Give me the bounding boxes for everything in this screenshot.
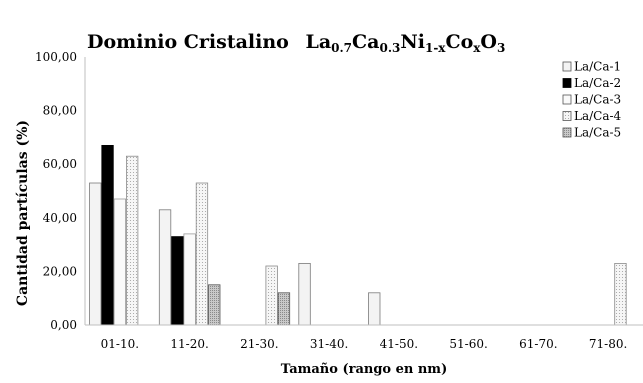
bar <box>265 265 278 326</box>
legend: La/Ca-1 La/Ca-2 La/Ca-3 La/Ca-4 La/Ca-5 <box>562 60 622 140</box>
bar <box>208 284 221 326</box>
bar <box>277 292 291 326</box>
legend-swatch <box>562 127 572 138</box>
bar <box>101 144 114 326</box>
title-formula-part: 1-x <box>425 41 446 55</box>
bar <box>113 198 126 326</box>
title-formula-part: Ca <box>352 31 379 53</box>
y-axis-label: Cantidad partículas (%) <box>15 120 31 306</box>
y-tick-label: 60,00 <box>43 157 77 171</box>
bar <box>614 262 627 326</box>
y-tick-label: 40,00 <box>43 211 77 225</box>
bar <box>298 262 311 326</box>
y-axis-ticks: 0,00 20,00 40,00 60,00 80,00 100,00 <box>35 50 77 332</box>
x-tick-label: 71-80. <box>589 337 627 351</box>
title-formula-part: Co <box>445 31 473 53</box>
x-axis-ticks: 01-10. 11-20. 21-30. 31-40. 41-50. 51-60. 61-7… <box>101 337 628 351</box>
title-formula-part: O <box>480 31 497 53</box>
legend-label: La/Ca-1 <box>574 60 621 74</box>
y-tick-label: 100,00 <box>35 50 77 64</box>
y-tick-label: 0,00 <box>50 318 77 332</box>
chart-title-formula: La0.7Ca0.3Ni1-xCoxO3 <box>305 31 505 55</box>
chart-title: Dominio Cristalino La0.7Ca0.3Ni1-xCoxO3 <box>87 31 505 55</box>
x-tick-label: 01-10. <box>101 337 139 351</box>
bar <box>89 182 102 326</box>
x-tick-label: 21-30. <box>240 337 278 351</box>
bar <box>368 292 381 326</box>
legend-label: La/Ca-5 <box>574 126 621 140</box>
legend-swatch <box>562 94 572 105</box>
x-tick-label: 51-60. <box>449 337 487 351</box>
bar <box>126 155 139 326</box>
x-axis-label: Tamaño (rango en nm) <box>281 362 447 377</box>
title-formula-part: Ni <box>400 31 425 53</box>
bar <box>183 233 196 326</box>
legend-swatch <box>562 111 572 121</box>
legend-label: La/Ca-3 <box>574 93 621 107</box>
title-formula-part: x <box>473 41 481 55</box>
title-formula-part: 3 <box>497 41 505 55</box>
legend-label: La/Ca-2 <box>574 76 621 90</box>
title-formula-part: La <box>305 31 331 53</box>
chart-title-prefix: Dominio Cristalino <box>87 31 289 53</box>
title-formula-part: 0.3 <box>379 41 400 55</box>
legend-swatch <box>562 78 572 88</box>
x-tick-label: 41-50. <box>380 337 418 351</box>
y-tick-label: 20,00 <box>43 264 77 278</box>
legend-swatch <box>562 61 572 72</box>
bars <box>89 144 627 326</box>
y-tick-label: 80,00 <box>43 104 77 118</box>
bar <box>171 236 184 326</box>
title-formula-part: 0.7 <box>331 41 352 55</box>
bar <box>158 209 172 326</box>
legend-label: La/Ca-4 <box>574 109 622 123</box>
x-tick-label: 31-40. <box>310 337 348 351</box>
x-tick-label: 61-70. <box>519 337 557 351</box>
x-tick-label: 11-20. <box>170 337 208 351</box>
bar <box>195 182 209 326</box>
